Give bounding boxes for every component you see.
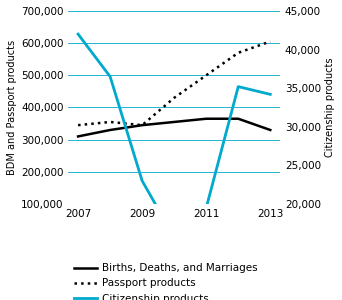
Births, Deaths, and Marriages: [76, 135, 80, 138]
Passport products: [172, 96, 176, 100]
Citizenship products: [236, 85, 240, 88]
Y-axis label: Citizenship products: Citizenship products: [325, 58, 335, 157]
Legend: Births, Deaths, and Marriages, Passport products, Citizenship products: Births, Deaths, and Marriages, Passport …: [74, 263, 258, 300]
Citizenship products: [268, 92, 272, 96]
Births, Deaths, and Marriages: [268, 128, 272, 132]
Citizenship products: [76, 32, 80, 36]
Passport products: [204, 74, 208, 77]
Line: Passport products: Passport products: [78, 41, 270, 125]
Passport products: [108, 120, 112, 124]
Passport products: [140, 123, 144, 127]
Births, Deaths, and Marriages: [172, 120, 176, 124]
Citizenship products: [140, 179, 144, 183]
Line: Citizenship products: Citizenship products: [78, 34, 270, 237]
Births, Deaths, and Marriages: [140, 123, 144, 127]
Line: Births, Deaths, and Marriages: Births, Deaths, and Marriages: [78, 119, 270, 136]
Births, Deaths, and Marriages: [204, 117, 208, 121]
Y-axis label: BDM and Passport products: BDM and Passport products: [7, 40, 17, 175]
Births, Deaths, and Marriages: [108, 128, 112, 132]
Passport products: [76, 123, 80, 127]
Passport products: [236, 51, 240, 55]
Citizenship products: [172, 236, 176, 239]
Births, Deaths, and Marriages: [236, 117, 240, 121]
Citizenship products: [108, 75, 112, 78]
Citizenship products: [204, 206, 208, 210]
Passport products: [268, 40, 272, 43]
